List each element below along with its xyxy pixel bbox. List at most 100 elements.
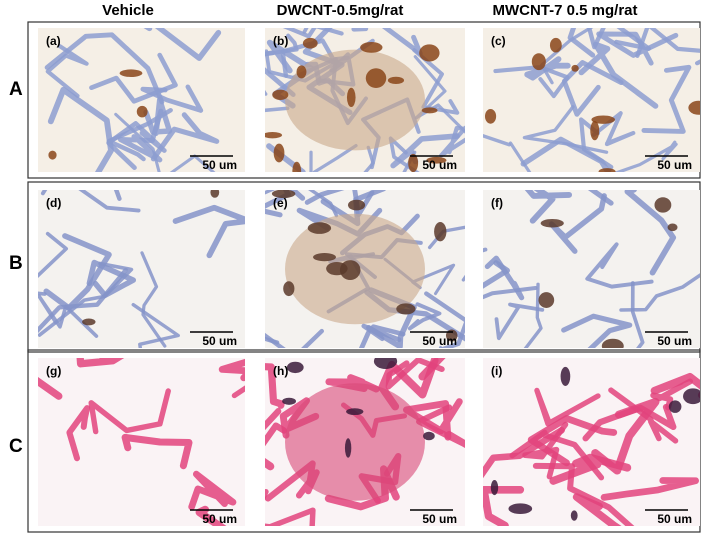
tissue-wall [527,415,618,467]
tissue-wall [508,141,532,172]
tissue-wall [484,255,525,301]
stained-cell [296,65,307,79]
stained-cell [286,361,304,374]
stained-cell [560,366,571,386]
stained-cell [313,253,336,262]
stained-cell [136,105,148,118]
stained-cell [365,68,387,88]
panel-label: (b) [273,34,288,48]
stained-cell [667,223,678,232]
stained-cell [549,37,562,53]
scale-label: 50 um [202,158,237,172]
tissue-wall [43,233,112,311]
stained-cell [668,400,682,413]
panel-label: (g) [46,364,61,378]
tissue-wall [619,273,700,312]
panel-label: (f) [491,196,503,210]
tissue-wall [578,41,659,109]
tissue-wall [385,358,445,390]
tissue-wall [591,397,660,475]
column-header: MWCNT-7 0.5 mg/rat [492,2,637,19]
tissue-wall [532,462,635,526]
stained-cell [282,397,296,405]
stained-cell [408,153,419,172]
tissue-wall [38,261,134,337]
panel-label: (c) [491,34,506,48]
tissue-wall [266,143,306,172]
tissue-wall [483,247,488,253]
tissue-wall [567,28,596,58]
tissue-wall [140,84,204,113]
tissue-wall [641,64,692,134]
tissue-wall [265,408,288,447]
stained-cell [538,292,555,308]
tissue-wall [524,190,573,224]
tissue-wall [351,28,423,56]
tissue-wall [44,32,165,105]
stained-cell [387,76,405,85]
tissue-wall [265,89,268,96]
stained-cell [373,358,398,370]
stained-cell [601,338,624,348]
tissue-wall [117,108,164,163]
stained-cell [421,107,438,114]
column-header: DWCNT-0.5mg/rat [277,2,404,19]
scale-label: 50 um [657,334,692,348]
tissue-wall [600,477,699,501]
tissue-wall [114,112,216,172]
stained-cell [48,150,57,160]
tissue-wall [140,251,167,348]
stained-cell [302,37,318,49]
tissue-wall [561,313,633,348]
micrograph [483,358,700,526]
tissue-wall [522,105,609,154]
scale-label: 50 um [422,334,457,348]
stained-cell [210,190,220,198]
tissue-wall [361,323,406,343]
row-label: A [9,79,23,100]
stained-cell [484,108,497,124]
stained-cell [688,100,700,115]
panel-label: (e) [273,196,288,210]
stained-cell [531,53,546,71]
stained-cell [119,69,143,77]
micrograph [38,190,245,348]
panel-label: (d) [46,196,61,210]
tissue-wall [88,388,171,435]
stained-cell [396,303,416,315]
tissue-wall [493,65,570,99]
row-label: C [9,436,23,457]
tissue-wall [195,505,227,526]
micrograph [265,28,465,172]
stained-cell [271,190,296,199]
tissue-wall [388,136,420,172]
tissue-wall [363,145,417,172]
tissue-wall [523,282,543,348]
column-header: Vehicle [102,2,154,19]
tissue-wall [494,302,545,341]
tissue-wall [585,242,654,289]
stained-cell [82,318,96,326]
tissue-wall [416,404,465,449]
stained-cell [591,115,615,124]
scale-label: 50 um [657,158,692,172]
tissue-wall [121,433,193,470]
tissue-wall [524,56,571,81]
micrograph [38,358,245,526]
tissue-wall [66,405,91,462]
tissue-wall [325,374,380,393]
scale-label: 50 um [422,158,457,172]
tissue-wall [47,86,114,172]
scale-label: 50 um [422,512,457,526]
tissue-wall [650,378,694,411]
tissue-wall [89,52,178,104]
tissue-wall [131,302,180,348]
stained-cell [426,156,447,164]
stained-cell [490,480,499,496]
stained-cell [272,89,289,100]
panel-background [38,190,245,348]
stained-cell [346,408,364,416]
tissue-wall [587,28,652,51]
tissue-wall [635,28,700,66]
tissue-wall [630,281,645,348]
